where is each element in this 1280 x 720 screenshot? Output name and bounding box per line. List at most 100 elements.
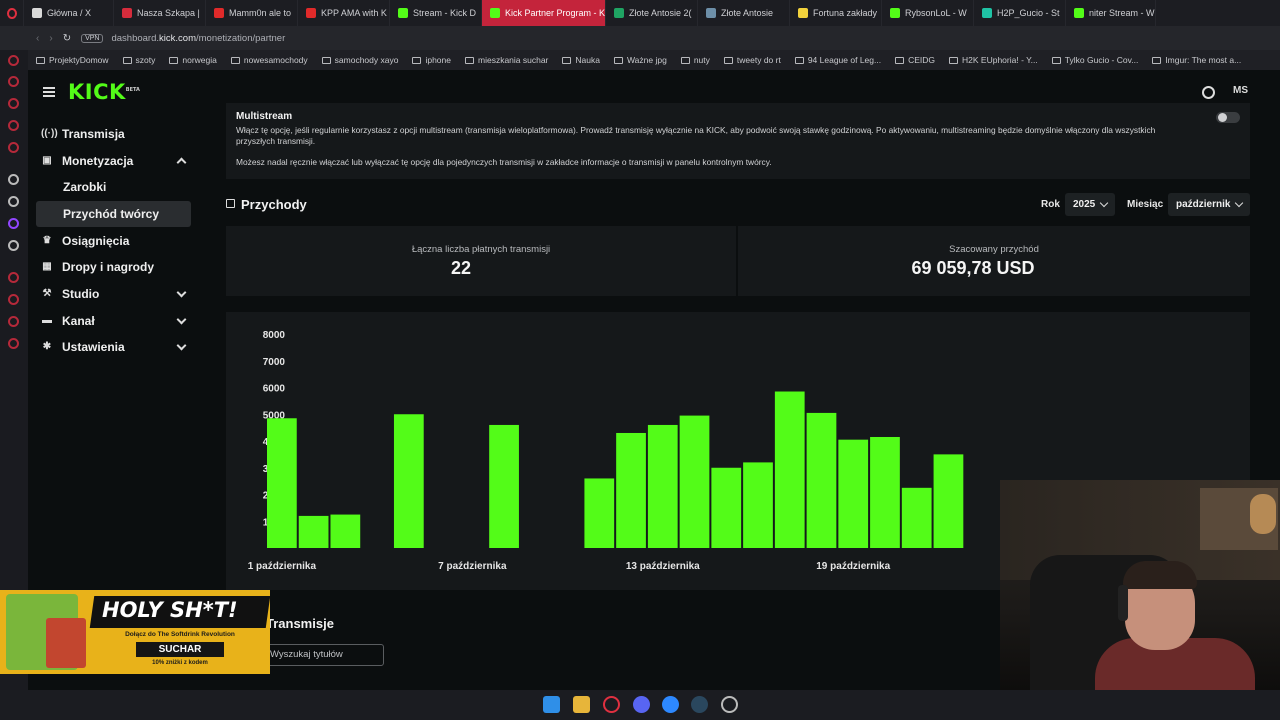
url-field[interactable]: dashboard.kick.com/monetization/partner [111,32,286,44]
chart-bar[interactable] [679,415,710,548]
chart-bar[interactable] [870,436,900,548]
opera-icon[interactable] [603,696,620,713]
chart-bar[interactable] [267,418,297,548]
chart-bar[interactable] [806,412,837,548]
chart-bar[interactable] [743,462,773,548]
bookmark-item[interactable]: Nauka [562,55,600,65]
nav-transmisja[interactable]: ((·)) Transmisja [41,127,125,141]
bookmark-item[interactable]: norwegia [169,55,217,65]
bookmark-item[interactable]: CEIDG [895,55,935,65]
streams-search-input[interactable]: Wyszukaj tytułów [256,644,384,666]
nav-monetyzacja[interactable]: ▣ Monetyzacja [36,148,191,174]
twitch-icon[interactable] [8,218,19,229]
bookmark-item[interactable]: szoty [122,55,155,65]
bookmark-item[interactable]: mieszkania suchar [465,55,548,65]
browser-tab[interactable]: Fortuna zakłady [790,0,882,26]
chart-bar[interactable] [298,515,329,548]
avatar[interactable]: MS [1233,85,1248,96]
nav-zarobki[interactable]: Zarobki [63,180,107,194]
browser-tab[interactable]: niter Stream - W [1066,0,1156,26]
chart-bar[interactable] [616,432,646,548]
browser-tab[interactable]: Stream - Kick D [390,0,482,26]
chart-bar[interactable] [584,478,615,548]
windows-start-icon[interactable] [543,696,560,713]
multistream-toggle[interactable] [1216,112,1240,123]
tab-favicon-icon [490,8,500,18]
forward-icon[interactable]: › [49,32,53,44]
nav-kanal[interactable]: ▬ Kanał [36,308,191,334]
chart-bar[interactable] [711,467,742,548]
nav-ustawienia[interactable]: ✱ Ustawienia [36,334,191,360]
bookmark-label: samochody xayo [334,55,399,65]
y-tick-label: 7000 [263,357,286,368]
chart-bar[interactable] [489,424,519,548]
nav-przychod-tworcy[interactable]: Przychód twórcy [36,201,191,227]
vpn-badge[interactable]: VPN [81,33,104,43]
chart-bar[interactable] [933,454,964,548]
chart-bar[interactable] [647,424,678,548]
nav-dropy[interactable]: ▦ Dropy i nagrody [42,260,155,274]
bookmark-item[interactable]: Ważne jpg [613,55,667,65]
sidebar-app-icon[interactable] [8,76,19,87]
chevron-down-icon [176,340,187,351]
reload-icon[interactable]: ↻ [62,32,72,44]
settings-icon[interactable] [8,338,19,349]
tab-label: Fortuna zakłady [813,8,878,18]
browser-tab[interactable]: Główna / X [24,0,114,26]
browser-tab[interactable]: Złote Antosie 2( [606,0,698,26]
browser-tab[interactable]: RybsonLoL - W [882,0,974,26]
gear-icon: ✱ [42,341,52,352]
year-label: Rok [1041,199,1060,210]
nav-osiagniecia[interactable]: ♛ Osiągnięcia [42,234,130,248]
bookmark-item[interactable]: Imgur: The most a... [1152,55,1241,65]
tab-label: Złote Antosie [721,8,774,18]
chart-bar[interactable] [901,487,932,548]
sidebar-app-icon[interactable] [8,55,19,66]
bookmark-item[interactable]: samochody xayo [321,55,399,65]
menu-icon[interactable] [43,87,55,97]
bookmark-item[interactable]: tweety do rt [723,55,781,65]
sidebar-app-icon[interactable] [8,142,19,153]
sidebar-app-icon[interactable] [8,174,19,185]
file-explorer-icon[interactable] [573,696,590,713]
bookmark-item[interactable]: Tylko Gucio - Cov... [1051,55,1139,65]
kick-logo[interactable]: KICKBETA [68,80,140,104]
browser-tab[interactable]: H2P_Gucio - St [974,0,1066,26]
browser-tab[interactable]: Kick Partner Program - K [482,0,606,26]
bookmark-item[interactable]: H2K EUphoria! - Y... [949,55,1038,65]
search-icon[interactable] [1202,86,1215,99]
sidebar-app-icon[interactable] [8,316,19,327]
discord-icon[interactable] [633,696,650,713]
steam-icon[interactable] [691,696,708,713]
folder-icon [465,56,474,64]
year-dropdown[interactable]: 2025 [1065,193,1116,216]
bookmark-item[interactable]: ProjektyDomow [36,55,109,65]
browser-tab[interactable]: KPP AMA with K [298,0,390,26]
chevron-down-icon [1100,198,1109,208]
chart-bar[interactable] [393,414,424,548]
tab-label: KPP AMA with K [321,8,387,18]
messenger-icon[interactable] [662,696,679,713]
bookmark-item[interactable]: iphone [412,55,451,65]
chart-bar[interactable] [330,514,361,548]
bookmark-item[interactable]: 94 League of Leg... [794,55,881,65]
chart-bar[interactable] [838,439,869,548]
nav-studio[interactable]: ⚒ Studio [36,281,191,307]
back-icon[interactable]: ‹ [36,32,40,44]
sidebar-app-icon[interactable] [8,196,19,207]
app-icon[interactable] [721,696,738,713]
opera-menu-icon[interactable] [0,0,24,26]
month-dropdown[interactable]: październik [1168,193,1251,216]
x-icon[interactable] [8,240,19,251]
sidebar-app-icon[interactable] [8,294,19,305]
browser-tab[interactable]: Złote Antosie [698,0,790,26]
bookmark-item[interactable]: nowesamochody [230,55,308,65]
bookmark-label: Tylko Gucio - Cov... [1064,55,1139,65]
chart-bar[interactable] [774,391,805,548]
sidebar-app-icon[interactable] [8,272,19,283]
bookmark-item[interactable]: nuty [680,55,710,65]
browser-tab[interactable]: Mamm0n ale to [206,0,298,26]
sidebar-app-icon[interactable] [8,120,19,131]
sidebar-app-icon[interactable] [8,98,19,109]
browser-tab[interactable]: Nasza Szkapa | [114,0,206,26]
